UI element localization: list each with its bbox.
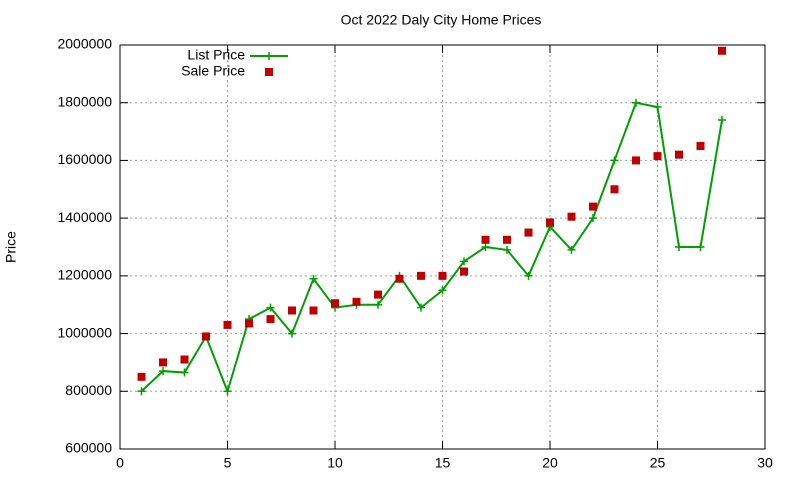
plot-frame — [119, 44, 766, 450]
y-tick-label: 2000000 — [57, 36, 112, 52]
point-marker — [331, 299, 339, 308]
point-marker — [524, 228, 533, 237]
point-marker — [503, 235, 511, 244]
point-marker — [374, 290, 382, 299]
point-marker — [696, 142, 705, 150]
point-marker — [546, 218, 554, 227]
point-marker — [159, 358, 167, 367]
point-marker — [567, 245, 576, 254]
point-marker — [417, 303, 425, 312]
point-marker — [395, 274, 404, 283]
point-marker — [288, 306, 296, 315]
point-marker — [352, 297, 361, 306]
series-line — [140, 101, 723, 395]
legend-marker — [265, 52, 273, 60]
point-marker — [137, 372, 146, 381]
point-marker — [675, 243, 683, 251]
x-tick-label: 5 — [224, 455, 232, 471]
x-tick-label: 10 — [327, 455, 343, 471]
y-tick-label: 1400000 — [57, 209, 112, 225]
y-tick-label: 1200000 — [57, 267, 112, 283]
y-tick-label: 1600000 — [57, 151, 112, 167]
point-marker — [481, 235, 490, 244]
point-marker — [245, 319, 253, 328]
point-marker — [202, 332, 210, 341]
point-marker — [632, 156, 640, 165]
point-marker — [653, 152, 662, 161]
point-marker — [266, 303, 275, 312]
y-tick-label: 1000000 — [57, 324, 112, 340]
point-marker — [460, 267, 468, 276]
point-marker — [460, 257, 468, 266]
y-tick-label: 800000 — [65, 382, 112, 398]
y-tick-label: 600000 — [65, 440, 112, 456]
point-marker — [632, 98, 640, 107]
point-marker — [374, 300, 382, 309]
point-marker — [417, 271, 425, 280]
point-marker — [567, 212, 576, 221]
point-marker — [696, 243, 705, 251]
point-marker — [180, 368, 189, 377]
point-marker — [309, 274, 318, 283]
point-marker — [438, 271, 447, 280]
point-marker — [589, 202, 597, 211]
point-marker — [653, 103, 662, 112]
point-marker — [438, 286, 447, 295]
point-marker — [675, 150, 683, 159]
x-tick-label: 0 — [116, 455, 124, 471]
legend-label: List Price — [187, 47, 245, 63]
y-tick-label: 1800000 — [57, 93, 112, 109]
y-axis-label: Price — [3, 231, 19, 263]
point-marker — [223, 320, 232, 329]
legend-label: Sale Price — [181, 63, 245, 79]
x-tick-label: 25 — [650, 455, 666, 471]
point-marker — [610, 185, 619, 194]
point-marker — [266, 315, 275, 324]
legend-marker — [265, 68, 273, 76]
point-marker — [503, 245, 511, 254]
point-marker — [718, 46, 726, 55]
x-tick-label: 15 — [435, 455, 451, 471]
point-marker — [718, 116, 726, 125]
point-marker — [610, 156, 619, 165]
point-marker — [524, 271, 533, 280]
point-marker — [180, 355, 189, 364]
x-tick-label: 20 — [542, 455, 558, 471]
point-marker — [223, 387, 232, 396]
point-marker — [137, 387, 146, 396]
point-marker — [288, 329, 296, 338]
point-marker — [159, 367, 167, 376]
point-marker — [309, 306, 318, 315]
point-marker — [589, 214, 597, 223]
point-marker — [481, 243, 490, 251]
chart-title: Oct 2022 Daly City Home Prices — [341, 12, 542, 28]
x-tick-label: 30 — [757, 455, 773, 471]
